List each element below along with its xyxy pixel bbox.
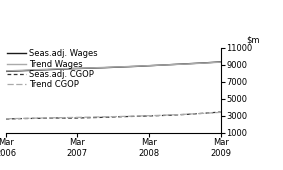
Text: $m: $m [246, 36, 260, 45]
Legend: Seas.adj. Wages, Trend Wages, Seas.adj. CGOP, Trend CGOP: Seas.adj. Wages, Trend Wages, Seas.adj. … [7, 49, 98, 89]
